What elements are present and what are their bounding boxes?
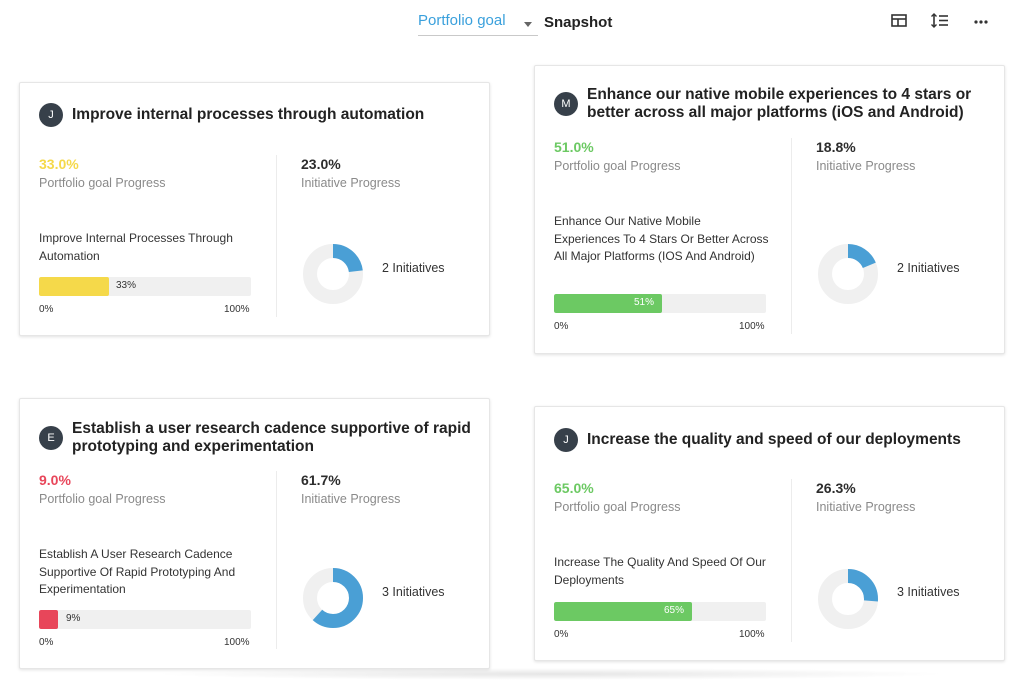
- initiative-progress-label: Initiative Progress: [301, 492, 401, 506]
- scale-min: 0%: [39, 637, 54, 648]
- layout-icon: [891, 14, 907, 27]
- goal-title[interactable]: Establish a user research cadence suppor…: [72, 420, 471, 455]
- portfolio-progress-value: 51.0%: [554, 139, 594, 155]
- goal-card[interactable]: J Improve internal processes through aut…: [19, 82, 490, 336]
- scale-max: 100%: [224, 304, 250, 315]
- goal-title[interactable]: Increase the quality and speed of our de…: [587, 431, 961, 448]
- sort-icon: [931, 13, 948, 28]
- progress-bar: 33%: [39, 277, 251, 296]
- progress-bar: 9%: [39, 610, 251, 629]
- initiative-name[interactable]: Enhance Our Native Mobile Experiences To…: [554, 214, 769, 263]
- more-button[interactable]: [972, 12, 994, 32]
- progress-bar-fill: [554, 294, 662, 313]
- initiative-donut: [303, 244, 363, 304]
- initiative-progress: 61.7% Initiative Progress: [301, 471, 400, 507]
- scale-min: 0%: [39, 304, 54, 315]
- scale-max: 100%: [739, 629, 765, 640]
- donut-arc: [818, 244, 878, 304]
- goal-card[interactable]: J Increase the quality and speed of our …: [534, 406, 1005, 661]
- initiatives-count[interactable]: 3 Initiatives: [382, 585, 445, 599]
- initiative-donut: [818, 244, 878, 304]
- initiative-progress-value: 26.3%: [816, 480, 856, 496]
- initiative-name[interactable]: Increase The Quality And Speed Of Our De…: [554, 555, 766, 587]
- more-icon: [974, 20, 988, 24]
- goal-type-select-value: Portfolio goal: [418, 12, 506, 29]
- progress-bar-fill: [39, 610, 58, 629]
- initiatives-count[interactable]: 2 Initiatives: [897, 261, 960, 275]
- portfolio-progress: 9.0% Portfolio goal Progress: [39, 471, 165, 507]
- avatar: E: [39, 426, 63, 450]
- card-header: E Establish a user research cadence supp…: [39, 420, 473, 456]
- goal-type-select[interactable]: Portfolio goal: [418, 10, 538, 36]
- goal-title[interactable]: Enhance our native mobile experiences to…: [587, 86, 972, 121]
- scale-min: 0%: [554, 629, 569, 640]
- divider: [791, 138, 792, 334]
- top-bar: Portfolio goal Snapshot: [0, 0, 1024, 44]
- initiative-donut: [303, 568, 363, 628]
- progress-bar-fill: [554, 602, 692, 621]
- portfolio-progress-label: Portfolio goal Progress: [554, 159, 681, 173]
- divider: [276, 155, 277, 317]
- scale-max: 100%: [739, 321, 765, 332]
- portfolio-progress-label: Portfolio goal Progress: [554, 500, 681, 514]
- avatar: J: [39, 103, 63, 127]
- portfolio-progress-label: Portfolio goal Progress: [39, 176, 166, 190]
- initiative-name[interactable]: Improve Internal Processes Through Autom…: [39, 231, 233, 263]
- progress-bar-label: 51%: [633, 297, 654, 308]
- sort-button[interactable]: [930, 12, 952, 32]
- card-header: J Improve internal processes through aut…: [39, 103, 473, 127]
- goal-title[interactable]: Improve internal processes through autom…: [72, 106, 425, 123]
- progress-bar-label: 9%: [66, 613, 81, 624]
- initiative-progress-value: 61.7%: [301, 472, 341, 488]
- initiative-name[interactable]: Establish A User Research Cadence Suppor…: [39, 547, 236, 596]
- portfolio-progress-value: 33.0%: [39, 156, 79, 172]
- progress-bar-label: 33%: [116, 280, 137, 291]
- avatar: J: [554, 428, 578, 452]
- donut-arc: [818, 569, 878, 629]
- avatar: M: [554, 92, 578, 116]
- chevron-down-icon[interactable]: [524, 22, 532, 27]
- card-header: M Enhance our native mobile experiences …: [554, 86, 988, 122]
- portfolio-progress: 65.0% Portfolio goal Progress: [554, 479, 680, 515]
- portfolio-progress: 51.0% Portfolio goal Progress: [554, 138, 680, 174]
- progress-bar: 51%: [554, 294, 766, 313]
- initiative-progress: 18.8% Initiative Progress: [816, 138, 915, 174]
- divider: [276, 471, 277, 649]
- card-header: J Increase the quality and speed of our …: [554, 428, 988, 452]
- initiatives-count[interactable]: 2 Initiatives: [382, 261, 445, 275]
- initiatives-count[interactable]: 3 Initiatives: [897, 585, 960, 599]
- initiative-progress: 23.0% Initiative Progress: [301, 155, 400, 191]
- initiative-progress-label: Initiative Progress: [816, 500, 916, 514]
- progress-bar-label: 65%: [663, 605, 684, 616]
- initiative-progress-label: Initiative Progress: [816, 159, 916, 173]
- scroll-shadow: [150, 668, 950, 680]
- layout-button[interactable]: [890, 12, 912, 32]
- portfolio-progress-value: 9.0%: [39, 472, 71, 488]
- scale-max: 100%: [224, 637, 250, 648]
- initiative-progress-label: Initiative Progress: [301, 176, 401, 190]
- initiative-donut: [818, 569, 878, 629]
- goal-card[interactable]: M Enhance our native mobile experiences …: [534, 65, 1005, 354]
- progress-bar-fill: [39, 277, 109, 296]
- portfolio-progress-label: Portfolio goal Progress: [39, 492, 166, 506]
- progress-bar: 65%: [554, 602, 766, 621]
- goal-card[interactable]: E Establish a user research cadence supp…: [19, 398, 490, 669]
- scale-min: 0%: [554, 321, 569, 332]
- view-title: Snapshot: [544, 14, 613, 31]
- initiative-progress-value: 23.0%: [301, 156, 341, 172]
- initiative-progress: 26.3% Initiative Progress: [816, 479, 915, 515]
- donut-arc: [303, 568, 363, 628]
- divider: [791, 479, 792, 642]
- portfolio-progress-value: 65.0%: [554, 480, 594, 496]
- initiative-progress-value: 18.8%: [816, 139, 856, 155]
- donut-arc: [303, 244, 363, 304]
- portfolio-progress: 33.0% Portfolio goal Progress: [39, 155, 165, 191]
